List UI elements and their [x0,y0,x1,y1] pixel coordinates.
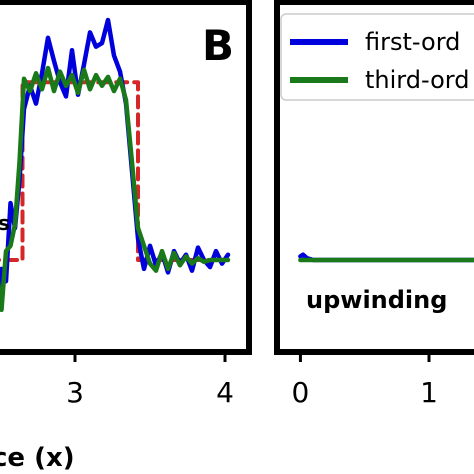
panel-b-series-line-2 [0,65,231,313]
legend: first-ord third-ord [280,13,474,101]
panel-b-series-reference [0,80,227,262]
panel-right-frame [274,0,474,355]
panel-b-series-line-1 [0,17,231,298]
panel-right-x-tick-label: 0 [292,376,310,409]
upwinding-annotation: upwinding [306,286,447,314]
panel-right-x-tick-label: 1 [420,376,438,409]
panel-b-series [0,17,231,313]
legend-label-first-ord: first-ord [365,28,460,56]
panel-b-x-tick-label: 3 [66,376,84,409]
panel-b-label: B [202,21,234,70]
cut-off-annotation-left: s [0,211,10,235]
panel-b-frame [0,0,252,355]
panel-b-x-axis-label: ce (x) [0,443,75,473]
legend-label-third-ord: third-ord [365,66,469,94]
panel-b-x-tick-label: 4 [216,376,234,409]
panel-right-series [298,252,474,263]
